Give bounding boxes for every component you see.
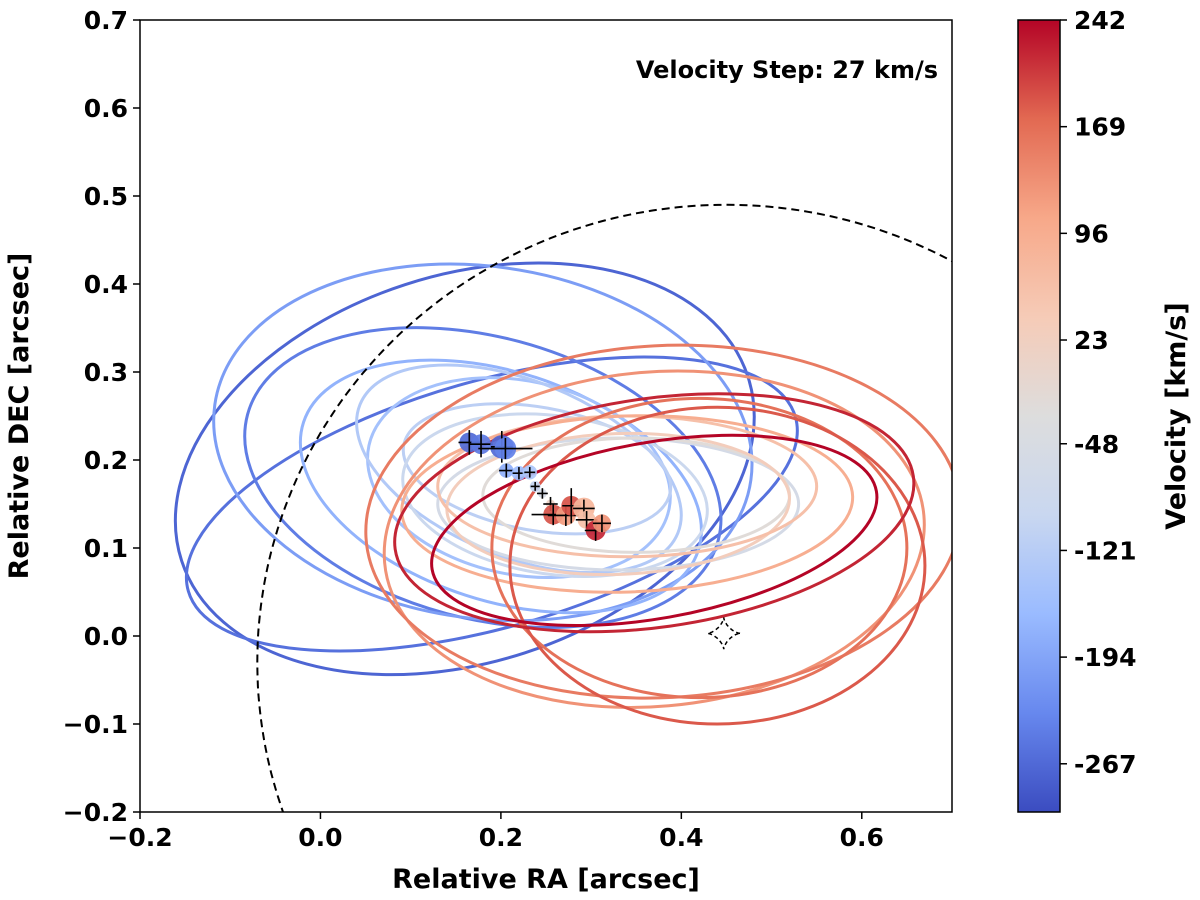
colorbar: 242 169 96 23 -48 -121 -194 -267 Velocity [km/s… [1017,6,1192,813]
y-tick-label: 0.7 [84,6,128,35]
x-axis-ticks: −0.2 0.0 0.2 0.4 0.6 [107,812,884,852]
y-tick-label: 0.6 [84,94,128,123]
velocity-ellipse-20 [430,433,879,628]
velocity-ellipse-17 [490,396,909,700]
y-tick-label: −0.2 [63,798,128,827]
velocity-point-17 [592,514,611,533]
chart-annotation: Velocity Step: 27 km/s [636,56,938,84]
source-caustic [707,617,741,650]
x-tick-label: 0.4 [659,823,703,852]
y-tick-label: 0.0 [84,622,128,651]
velocity-ellipse-9 [401,412,709,578]
colorbar-tick-label: 23 [1074,326,1109,355]
colorbar-tick-label: 169 [1074,113,1126,142]
plot-frame [139,19,953,813]
x-tick-label: 0.6 [840,823,884,852]
y-tick-label: 0.4 [84,270,128,299]
colorbar-ticks: 242 169 96 23 -48 -121 -194 -267 [1060,6,1137,779]
x-axis-label: Relative RA [arcsec] [392,864,700,895]
colorbar-gradient [1017,19,1061,813]
colorbar-tick-label: -48 [1074,430,1119,459]
plot-area [173,203,952,812]
y-tick-label: 0.1 [84,534,128,563]
y-tick-label: 0.2 [84,446,128,475]
y-tick-label: 0.3 [84,358,128,387]
velocity-point-5 [499,463,514,478]
velocity-ellipse-4 [212,262,754,623]
critical-curve [256,203,952,812]
velocity-ellipse-19 [393,392,916,634]
velocity-ellipses [173,261,952,726]
y-axis-label: Relative DEC [arcsec] [4,253,35,580]
y-axis-ticks: −0.2 −0.1 0.0 0.1 0.2 0.3 0.4 0.5 0.6 0.7 [63,6,140,827]
velocity-ellipse-18 [508,405,927,726]
y-tick-label: 0.5 [84,182,128,211]
velocity-point-9 [536,488,548,499]
x-tick-label: −0.2 [107,823,172,852]
colorbar-tick-label: -267 [1074,750,1137,779]
y-tick-label: −0.1 [63,710,128,739]
x-tick-label: 0.2 [479,823,523,852]
velocity-point-7 [522,465,537,480]
colorbar-tick-label: 96 [1074,219,1109,248]
velocity-points [458,430,611,541]
velocity-point-4 [478,437,533,460]
colorbar-label: Velocity [km/s] [1161,302,1192,529]
x-tick-label: 0.0 [298,823,342,852]
colorbar-tick-label: 242 [1074,6,1126,35]
velocity-ellipse-15 [382,369,926,709]
velocity-point-8 [529,480,541,492]
colorbar-tick-label: -194 [1074,643,1137,672]
colorbar-tick-label: -121 [1074,536,1137,565]
